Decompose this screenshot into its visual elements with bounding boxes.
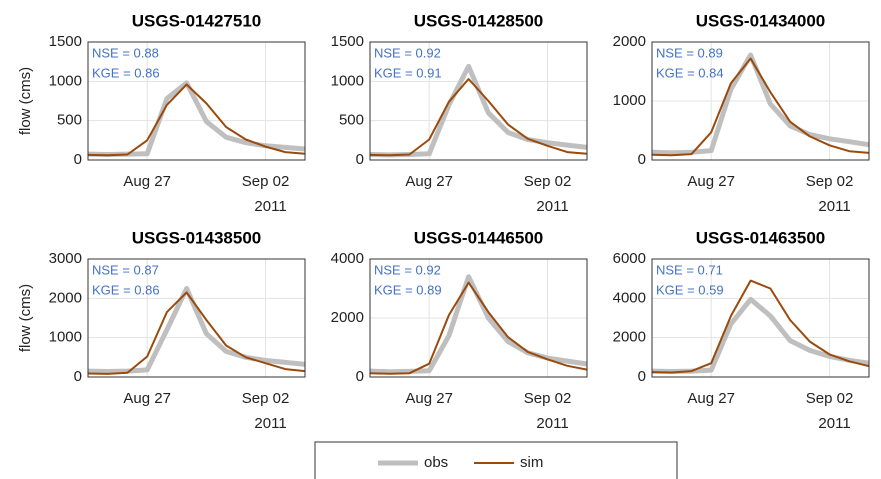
y-tick-label: 1000 <box>613 92 646 109</box>
y-tick-label: 1500 <box>331 33 364 50</box>
metric-annotation: NSE = 0.71 <box>656 262 723 277</box>
sim-line <box>651 279 870 374</box>
y-tick-label: 1000 <box>49 72 82 89</box>
y-tick-label: 0 <box>638 368 646 385</box>
y-tick-label: 1500 <box>49 33 82 50</box>
x-tick-label: Aug 27 <box>687 173 735 190</box>
sim-line <box>87 83 306 157</box>
x-tick-label: Sep 02 <box>806 173 854 190</box>
x-tick-label: Sep 02 <box>524 173 572 190</box>
y-tick-label: 0 <box>356 368 364 385</box>
metric-annotation: KGE = 0.89 <box>374 282 442 297</box>
panel-title: USGS-01446500 <box>414 228 543 247</box>
x-year-label: 2011 <box>818 198 850 215</box>
metric-annotation: NSE = 0.87 <box>92 262 159 277</box>
obs-line <box>651 52 870 156</box>
y-tick-label: 0 <box>74 368 82 385</box>
legend-label: obs <box>424 454 448 471</box>
axes-box <box>87 258 306 378</box>
y-tick-label: 500 <box>339 112 364 129</box>
metric-annotation: NSE = 0.89 <box>656 45 723 60</box>
axes-box <box>87 41 306 161</box>
metric-annotation: NSE = 0.88 <box>92 45 159 60</box>
x-tick-label: Aug 27 <box>123 390 171 407</box>
metric-annotation: NSE = 0.92 <box>374 45 441 60</box>
sim-line <box>369 281 588 375</box>
y-tick-label: 500 <box>57 112 82 129</box>
axes-box <box>651 258 870 378</box>
x-year-label: 2011 <box>254 198 286 215</box>
legend-label: sim <box>520 454 543 471</box>
y-axis-label: flow (cms) <box>17 284 34 352</box>
metric-annotation: KGE = 0.59 <box>656 282 724 297</box>
x-tick-label: Aug 27 <box>405 173 453 190</box>
panel-title: USGS-01438500 <box>132 228 261 247</box>
axes-box <box>651 41 870 161</box>
y-tick-label: 4000 <box>331 250 364 267</box>
metric-annotation: KGE = 0.91 <box>374 65 442 80</box>
y-tick-label: 2000 <box>613 329 646 346</box>
sim-line <box>369 78 588 157</box>
x-tick-label: Sep 02 <box>242 173 290 190</box>
y-tick-label: 2000 <box>49 289 82 306</box>
metric-annotation: KGE = 0.86 <box>92 65 160 80</box>
metric-annotation: KGE = 0.84 <box>656 65 724 80</box>
y-tick-label: 0 <box>638 151 646 168</box>
sim-line <box>87 291 306 375</box>
y-tick-label: 2000 <box>331 309 364 326</box>
x-tick-label: Sep 02 <box>242 390 290 407</box>
x-tick-label: Sep 02 <box>806 390 854 407</box>
x-year-label: 2011 <box>254 415 286 432</box>
axes-box <box>369 258 588 378</box>
panel-title: USGS-01428500 <box>414 11 543 30</box>
y-tick-label: 4000 <box>613 289 646 306</box>
y-tick-label: 2000 <box>613 33 646 50</box>
panel-title: USGS-01463500 <box>696 228 825 247</box>
legend-box <box>314 441 678 479</box>
y-tick-label: 1000 <box>49 329 82 346</box>
axes-box <box>369 41 588 161</box>
metric-annotation: KGE = 0.86 <box>92 282 160 297</box>
y-axis-label: flow (cms) <box>17 67 34 135</box>
x-year-label: 2011 <box>818 415 850 432</box>
panel-title: USGS-01434000 <box>696 11 825 30</box>
sim-line <box>651 57 870 157</box>
obs-line <box>651 296 870 374</box>
x-year-label: 2011 <box>536 198 568 215</box>
metric-annotation: NSE = 0.92 <box>374 262 441 277</box>
y-tick-label: 1000 <box>331 72 364 89</box>
x-tick-label: Aug 27 <box>123 173 171 190</box>
x-year-label: 2011 <box>536 415 568 432</box>
panel-title: USGS-01427510 <box>132 11 261 30</box>
y-tick-label: 0 <box>356 151 364 168</box>
obs-line <box>87 286 306 374</box>
y-tick-label: 6000 <box>613 250 646 267</box>
x-tick-label: Aug 27 <box>687 390 735 407</box>
y-tick-label: 0 <box>74 151 82 168</box>
y-tick-label: 3000 <box>49 250 82 267</box>
x-tick-label: Sep 02 <box>524 390 572 407</box>
x-tick-label: Aug 27 <box>405 390 453 407</box>
